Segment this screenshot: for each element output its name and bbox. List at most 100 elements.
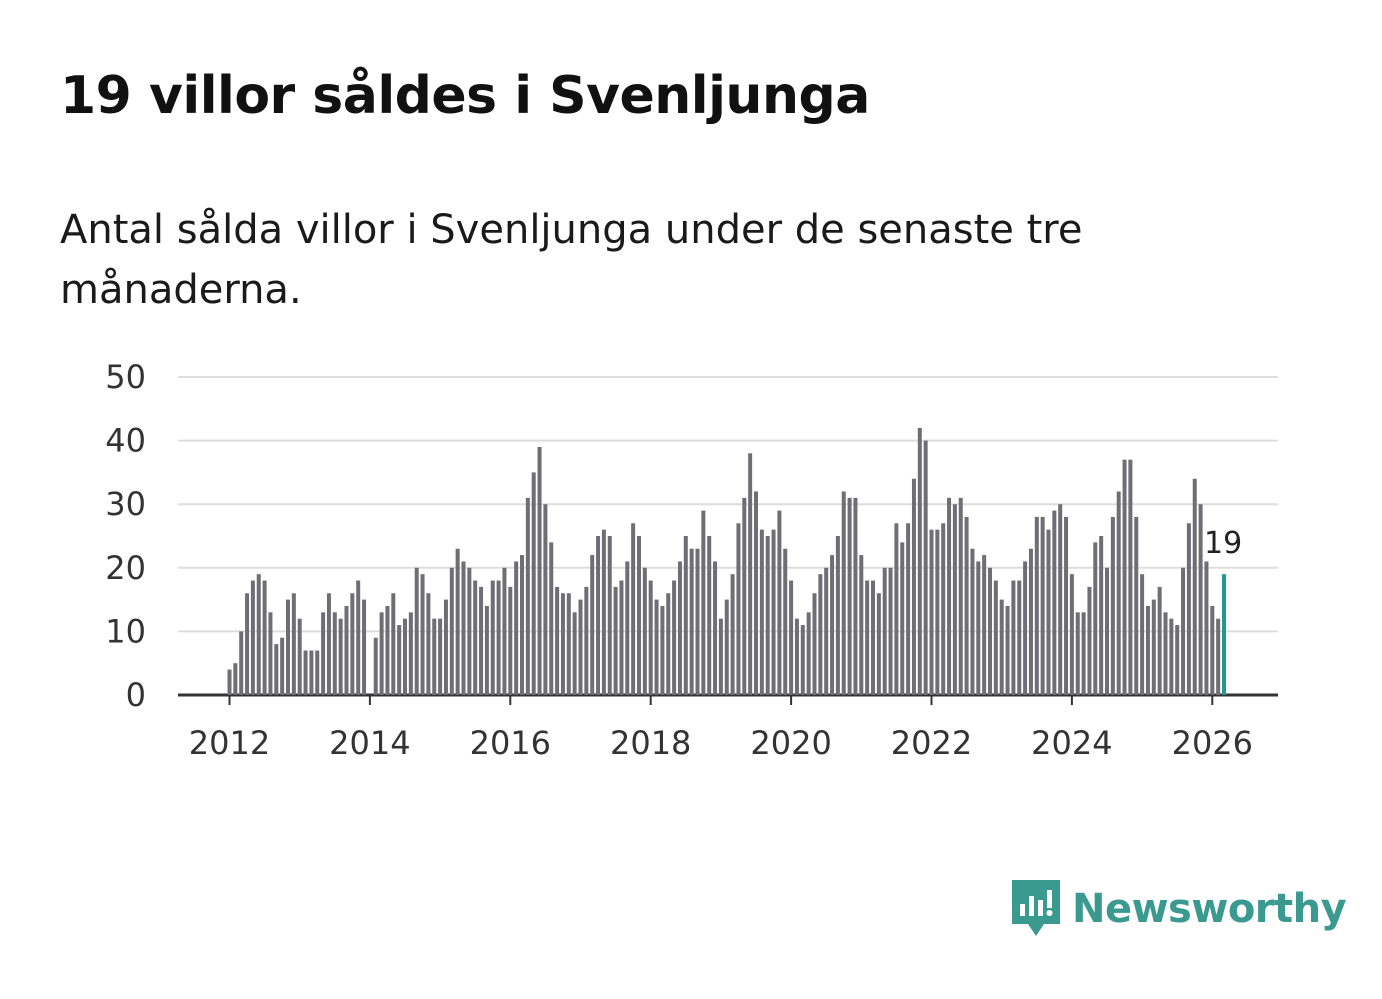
bar [865,580,870,695]
bar [642,567,647,695]
bar [888,567,893,695]
bar [783,548,788,695]
bar [420,574,425,695]
bar [1198,504,1203,695]
bar [637,536,641,695]
bar [297,618,302,695]
bar [537,446,542,695]
bar [397,625,402,695]
bar [1069,574,1074,695]
bar [280,637,285,695]
bar [227,669,232,695]
bar [941,523,946,695]
newsworthy-logo[interactable]: Newsworthy [1010,878,1347,940]
bar [1169,618,1174,695]
bar [701,510,706,695]
bar [590,555,595,695]
bar [1186,523,1191,695]
bar [982,555,987,695]
x-tick-label: 2026 [1172,724,1253,762]
bar [824,567,829,695]
data-labels: 19 [1204,526,1242,561]
bar [350,593,355,695]
bar [876,593,881,695]
bar [1128,459,1133,695]
bar [601,529,606,695]
bar [800,625,805,695]
bar [1011,580,1016,695]
y-tick-label: 40 [105,422,146,460]
bar [496,580,501,695]
bar [1099,536,1104,695]
bar [660,605,665,695]
bar [853,497,858,695]
bar [882,567,887,695]
bar [233,663,238,695]
bar [607,536,612,695]
bar [1140,574,1145,695]
y-tick-label: 0 [126,676,146,714]
bar [560,593,565,695]
bar [625,561,630,695]
bar [970,548,975,695]
bar [871,580,875,695]
bar [1017,580,1022,695]
bar [911,478,916,695]
bar [1005,605,1010,695]
bar [566,593,571,695]
bar [426,593,431,695]
bar [765,536,770,695]
bar [1075,612,1080,695]
y-tick-label: 20 [105,549,146,587]
bars [227,427,1226,695]
bar [1134,516,1139,695]
bar [239,631,244,695]
bar [894,523,899,695]
bar [502,567,507,695]
bar [947,497,952,695]
bar [771,529,776,695]
bar [286,599,290,695]
bar [455,548,460,695]
bar [321,612,326,695]
bar [929,529,934,695]
bar [1163,612,1168,695]
x-tick-label: 2024 [1031,724,1112,762]
newsworthy-logo-icon [1012,880,1060,936]
bar [958,497,963,695]
bar [245,593,250,695]
bar [730,574,735,695]
bar [326,593,331,695]
bar [373,637,378,695]
bar [841,491,846,695]
bar [1216,618,1221,695]
bar [520,555,524,695]
bar [777,510,782,695]
x-axis-ticks: 2012 2014 2016 2018 2020 2022 2024 2026 [189,695,1253,762]
bar [508,586,513,695]
y-axis-ticks: 0 10 20 30 40 50 [105,358,146,714]
bar [1181,567,1186,695]
bar [1210,605,1215,695]
bar [543,504,548,695]
bar [291,593,296,695]
bar [666,593,671,695]
bar [859,555,864,695]
bar [748,453,753,695]
logo-text: Newsworthy [1072,886,1347,932]
bar [596,536,601,695]
bar [1040,516,1045,695]
bar [262,580,267,695]
bar [683,536,688,695]
bar [742,497,747,695]
bar [490,580,495,695]
bar [549,542,554,695]
bar [1093,542,1098,695]
bar [1105,567,1109,695]
bar [654,599,659,695]
bar [414,567,419,695]
bar [812,593,817,695]
x-tick-label: 2014 [329,724,410,762]
bar [1023,561,1028,695]
bar [309,650,314,695]
